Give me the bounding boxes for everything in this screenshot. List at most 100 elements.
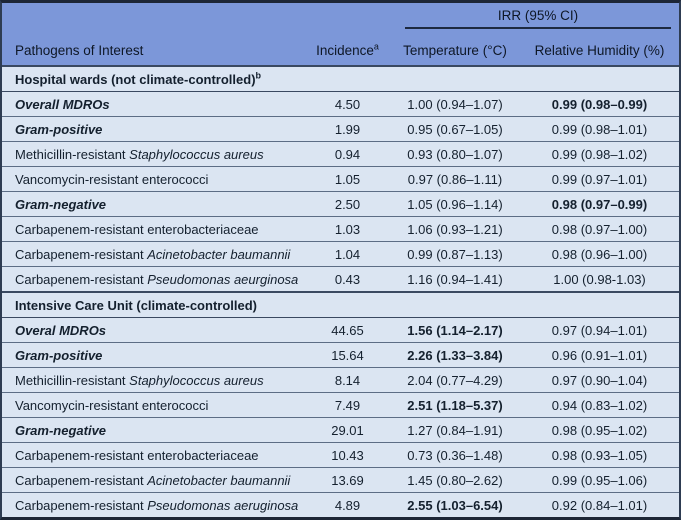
incidence-value: 4.50 — [305, 91, 390, 117]
pathogen-name: Gram-negative — [2, 417, 305, 443]
species-name: Staphylococcus aureus — [129, 372, 264, 388]
incidence-value: 2.50 — [305, 191, 390, 217]
irr-span-label: IRR (95% CI) — [405, 8, 672, 29]
section-title: Hospital wards (not climate-controlled)b — [2, 66, 680, 92]
pathogen-name: Carbapenem-resistant enterobacteriaceae — [2, 216, 305, 242]
pathogen-name: Methicillin-resistant Staphylococcus aur… — [2, 141, 305, 167]
humidity-irr-value: 0.98 (0.96–1.00) — [520, 241, 680, 267]
humidity-irr-value: 0.99 (0.95–1.06) — [520, 467, 680, 493]
pathogen-row: Gram-positive 1.99 0.95 (0.67–1.05) 0.99 (0… — [2, 116, 680, 142]
humidity-irr-value: 0.96 (0.91–1.01) — [520, 342, 680, 368]
temperature-irr-value: 1.16 (0.94–1.41) — [390, 266, 520, 292]
table-body: Hospital wards (not climate-controlled)b… — [2, 66, 680, 517]
humidity-irr-value: 0.99 (0.98–0.99) — [520, 91, 680, 117]
pathogen-name: Overal MDROs — [2, 317, 305, 343]
pathogen-row: Gram-negative 2.50 1.05 (0.96–1.14) 0.98 (0… — [2, 191, 680, 217]
incidence-footnote-marker: a — [373, 41, 379, 52]
pathogen-name: Gram-negative — [2, 191, 305, 217]
pathogen-row: Vancomycin-resistant enterococci 1.05 0.97… — [2, 166, 680, 192]
pathogen-row: Overal MDROs 44.65 1.56 (1.14–2.17) 0.97 (0… — [2, 317, 680, 343]
incidence-value: 13.69 — [305, 467, 390, 493]
temperature-irr-value: 1.06 (0.93–1.21) — [390, 216, 520, 242]
pathogen-row: Carbapenem-resistant Acinetobacter bauma… — [2, 467, 680, 493]
temperature-irr-value: 1.45 (0.80–2.62) — [390, 467, 520, 493]
incidence-value: 15.64 — [305, 342, 390, 368]
incidence-value: 1.04 — [305, 241, 390, 267]
column-header-pathogens: Pathogens of Interest — [2, 29, 305, 66]
species-name: Pseudomonas aeruginosa — [147, 497, 299, 513]
species-name: Acinetobacter baumannii — [147, 246, 291, 262]
humidity-irr-value: 0.97 (0.94–1.01) — [520, 317, 680, 343]
incidence-value: 0.94 — [305, 141, 390, 167]
pathogen-name: Gram-positive — [2, 116, 305, 142]
irr-table: IRR (95% CI) Pathogens of Interest Incid… — [2, 3, 680, 517]
pathogen-row: Methicillin-resistant Staphylococcus aur… — [2, 141, 680, 167]
humidity-irr-value: 0.98 (0.95–1.02) — [520, 417, 680, 443]
section-title-row: Intensive Care Unit (climate-controlled) — [2, 292, 680, 318]
pathogen-name: Vancomycin-resistant enterococci — [2, 166, 305, 192]
humidity-irr-value: 0.98 (0.97–0.99) — [520, 191, 680, 217]
section-title: Intensive Care Unit (climate-controlled) — [2, 292, 680, 318]
pathogen-row: Carbapenem-resistant enterobacteriaceae 1… — [2, 216, 680, 242]
incidence-value: 8.14 — [305, 367, 390, 393]
irr-span-row: IRR (95% CI) — [2, 3, 680, 29]
pathogen-row: Methicillin-resistant Staphylococcus aur… — [2, 367, 680, 393]
species-name: Staphylococcus aureus — [129, 146, 264, 162]
temperature-irr-value: 2.04 (0.77–4.29) — [390, 367, 520, 393]
pathogen-row: Gram-negative 29.01 1.27 (0.84–1.91) 0.98 (… — [2, 417, 680, 443]
temperature-irr-value: 0.97 (0.86–1.11) — [390, 166, 520, 192]
pathogen-row: Carbapenem-resistant Acinetobacter bauma… — [2, 241, 680, 267]
incidence-value: 4.89 — [305, 492, 390, 517]
humidity-irr-value: 0.92 (0.84–1.01) — [520, 492, 680, 517]
pathogen-row: Carbapenem-resistant Pseudomonas aerugin… — [2, 492, 680, 517]
temperature-irr-value: 2.51 (1.18–5.37) — [390, 392, 520, 418]
species-name: Acinetobacter baumannii — [147, 472, 291, 488]
pathogen-name: Carbapenem-resistant Acinetobacter bauma… — [2, 241, 305, 267]
pathogen-row: Vancomycin-resistant enterococci 7.49 2.51… — [2, 392, 680, 418]
temperature-irr-value: 1.00 (0.94–1.07) — [390, 91, 520, 117]
incidence-value: 1.99 — [305, 116, 390, 142]
column-header-humidity: Relative Humidity (%) — [520, 29, 680, 66]
incidence-value: 0.43 — [305, 266, 390, 292]
humidity-irr-value: 0.97 (0.90–1.04) — [520, 367, 680, 393]
pathogen-name: Carbapenem-resistant enterobacteriaceae — [2, 442, 305, 468]
pathogen-name: Carbapenem-resistant Pseudomonas aerugin… — [2, 492, 305, 517]
column-header-temperature: Temperature (°C) — [390, 29, 520, 66]
temperature-irr-value: 2.55 (1.03–6.54) — [390, 492, 520, 517]
temperature-irr-value: 1.27 (0.84–1.91) — [390, 417, 520, 443]
pathogen-name: Carbapenem-resistant Pseudomonas aeurgin… — [2, 266, 305, 292]
incidence-value: 44.65 — [305, 317, 390, 343]
column-header-row: Pathogens of Interest Incidencea Tempera… — [2, 29, 680, 66]
table-header: IRR (95% CI) Pathogens of Interest Incid… — [2, 3, 680, 66]
temperature-irr-value: 0.99 (0.87–1.13) — [390, 241, 520, 267]
temperature-irr-value: 1.05 (0.96–1.14) — [390, 191, 520, 217]
pathogen-name: Methicillin-resistant Staphylococcus aur… — [2, 367, 305, 393]
column-header-incidence: Incidencea — [305, 29, 390, 66]
incidence-value: 1.05 — [305, 166, 390, 192]
pathogen-name: Gram-positive — [2, 342, 305, 368]
humidity-irr-value: 0.94 (0.83–1.02) — [520, 392, 680, 418]
temperature-irr-value: 2.26 (1.33–3.84) — [390, 342, 520, 368]
temperature-irr-value: 0.73 (0.36–1.48) — [390, 442, 520, 468]
temperature-irr-value: 1.56 (1.14–2.17) — [390, 317, 520, 343]
incidence-label: Incidence — [316, 43, 374, 58]
humidity-irr-value: 0.98 (0.97–1.00) — [520, 216, 680, 242]
section-title-row: Hospital wards (not climate-controlled)b — [2, 66, 680, 92]
humidity-irr-value: 0.98 (0.93–1.05) — [520, 442, 680, 468]
temperature-irr-value: 0.95 (0.67–1.05) — [390, 116, 520, 142]
species-name: Pseudomonas aeurginosa — [147, 271, 299, 287]
pathogen-row: Gram-positive 15.64 2.26 (1.33–3.84) 0.96 (… — [2, 342, 680, 368]
pathogen-name: Overall MDROs — [2, 91, 305, 117]
humidity-irr-value: 0.99 (0.98–1.01) — [520, 116, 680, 142]
irr-span-cell: IRR (95% CI) — [390, 3, 680, 29]
humidity-irr-value: 0.99 (0.97–1.01) — [520, 166, 680, 192]
pathogen-row: Carbapenem-resistant enterobacteriaceae 1… — [2, 442, 680, 468]
pathogen-name: Carbapenem-resistant Acinetobacter bauma… — [2, 467, 305, 493]
pathogen-row: Carbapenem-resistant Pseudomonas aeurgin… — [2, 266, 680, 292]
irr-span-empty-cell — [2, 3, 390, 29]
section-footnote-marker: b — [255, 70, 262, 81]
incidence-value: 29.01 — [305, 417, 390, 443]
pathogen-row: Overall MDROs 4.50 1.00 (0.94–1.07) 0.99 (0… — [2, 91, 680, 117]
incidence-value: 1.03 — [305, 216, 390, 242]
